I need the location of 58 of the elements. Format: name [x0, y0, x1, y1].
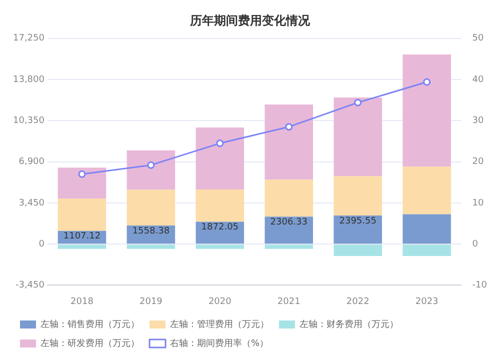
- bar: [264, 244, 314, 249]
- data-label: 1558.38: [132, 226, 170, 236]
- bar: [126, 190, 176, 226]
- bar: [264, 104, 314, 180]
- y-tick-label: 0: [38, 239, 45, 250]
- data-label: 2306.33: [270, 217, 308, 228]
- y-tick-label: 3,450: [18, 198, 45, 208]
- bar: [402, 54, 451, 167]
- y2-tick-label: 10: [472, 198, 484, 208]
- y-tick-label: 6,900: [18, 157, 45, 168]
- bar: [334, 244, 382, 256]
- legend-label: 左轴：管理费用（万元）: [170, 318, 269, 330]
- y-tick-label: 17,250: [12, 34, 45, 44]
- x-tick-label: 2021: [277, 296, 300, 307]
- legend-label: 左轴：研发费用（万元）: [40, 338, 140, 349]
- bar: [402, 214, 451, 244]
- y-tick-label: 10,350: [12, 116, 45, 126]
- data-label: 2395.55: [339, 216, 376, 226]
- bar: [196, 244, 244, 249]
- y2-tick-label: 50: [472, 34, 484, 44]
- point: [285, 123, 293, 131]
- data-label: 1872.05: [201, 222, 239, 233]
- y-tick-label: 13,800: [12, 74, 45, 85]
- bar: [126, 244, 176, 249]
- bar: [58, 244, 106, 249]
- chart-title: 历年期间费用变化情况: [189, 13, 311, 28]
- bar: [58, 168, 106, 199]
- point: [147, 161, 155, 169]
- bar: [402, 166, 451, 214]
- data-label: 1107.12: [63, 232, 101, 242]
- y2-tick-label: 0: [472, 239, 478, 250]
- x-tick-label: 2018: [70, 296, 94, 307]
- bar: [196, 128, 244, 190]
- bar: [334, 216, 382, 244]
- legend-label: 右轴：期间费用率（%）: [170, 338, 269, 349]
- bar: [58, 198, 106, 231]
- bar: [264, 180, 314, 217]
- bar: [334, 97, 382, 176]
- point: [354, 98, 362, 106]
- x-tick-label: 2020: [208, 296, 232, 307]
- bar: [264, 216, 314, 244]
- bar: [126, 150, 176, 190]
- point: [423, 78, 431, 86]
- point: [216, 140, 224, 148]
- bar: [334, 176, 382, 216]
- x-tick-label: 2022: [346, 296, 370, 307]
- point: [78, 170, 86, 178]
- y-tick-label: -3,450: [15, 280, 45, 291]
- y2-tick-label: 40: [472, 74, 484, 85]
- legend-label: 左轴：销售费用（万元）: [40, 318, 140, 330]
- y2-tick-label: 20: [472, 157, 484, 168]
- y2-tick-label: -10: [472, 280, 488, 291]
- y2-tick-label: 30: [472, 116, 484, 126]
- bar: [402, 244, 451, 256]
- x-tick-label: 2019: [139, 296, 163, 307]
- legend-label: 左轴：财务费用（万元）: [300, 318, 398, 330]
- bar: [196, 190, 244, 222]
- x-tick-label: 2023: [415, 296, 438, 307]
